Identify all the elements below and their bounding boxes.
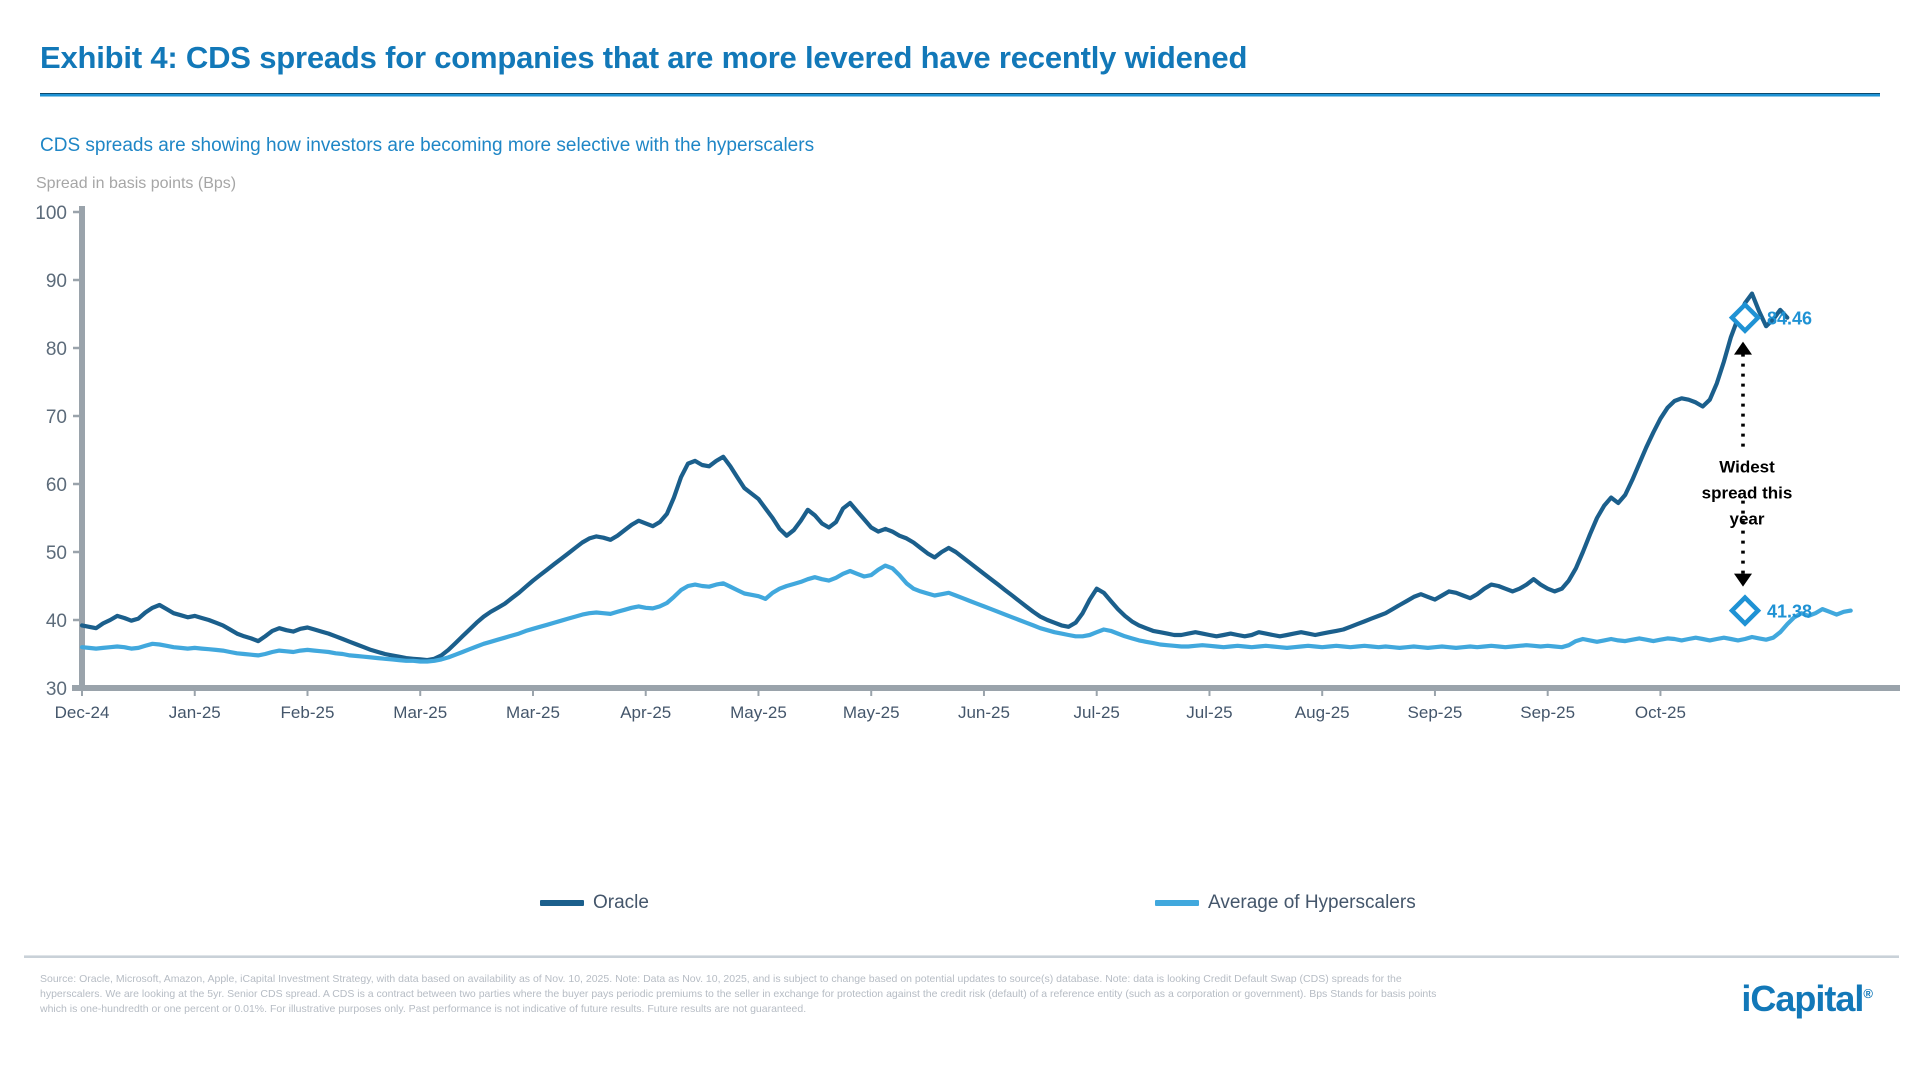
annotation-label-widest-spread: spread this — [1702, 484, 1793, 503]
chart-area: 30 40 50 60 70 80 90 100 Dec-24 Jan-25 Feb-25 Mar-2… — [0, 200, 1920, 880]
legend-label-oracle: Oracle — [593, 892, 649, 913]
y-axis-tick: 40 — [46, 611, 67, 632]
y-axis-tick: 60 — [46, 475, 67, 496]
icapital-logo: iCapital® — [1741, 978, 1873, 1019]
annotation-arrowhead — [1734, 341, 1752, 355]
page-title: Exhibit 4: CDS spreads for companies tha… — [40, 40, 1248, 75]
annotation-label-widest-spread: Widest — [1719, 458, 1775, 477]
source-note: Source: Oracle, Microsoft, Amazon, Apple… — [40, 973, 1437, 1016]
series-line-oracle — [79, 291, 1790, 663]
x-axis-tick: Mar-25 — [506, 703, 560, 722]
legend-swatch-oracle — [540, 900, 584, 906]
end-marker-hyperscalers — [1728, 594, 1762, 627]
y-axis-tick: 90 — [46, 271, 67, 292]
y-axis-tick: 100 — [35, 203, 67, 224]
x-axis-tick: Aug-25 — [1295, 703, 1350, 722]
y-axis-unit-label: Spread in basis points (Bps) — [36, 175, 237, 192]
legend-swatch-hyperscalers — [1155, 900, 1199, 906]
x-axis-tick: Apr-25 — [620, 703, 671, 722]
y-axis-tick: 30 — [46, 679, 67, 700]
y-axis-tick: 70 — [46, 407, 67, 428]
title-divider — [40, 93, 1880, 97]
x-axis-tick: Mar-25 — [393, 703, 447, 722]
end-value-label-oracle: 84.46 — [1767, 309, 1812, 329]
annotation-arrowhead — [1734, 573, 1752, 587]
legend-item-oracle[interactable]: Oracle — [540, 892, 649, 914]
end-value-label-hyperscalers: 41.38 — [1767, 602, 1812, 622]
x-axis-tick: Oct-25 — [1635, 703, 1686, 722]
x-axis-tick: May-25 — [843, 703, 900, 722]
logo-text: iCapital — [1741, 978, 1864, 1019]
x-axis-tick: Feb-25 — [281, 703, 335, 722]
x-axis-tick: Jul-25 — [1186, 703, 1232, 722]
page-subtitle: CDS spreads are showing how investors ar… — [40, 135, 815, 156]
chart-legend: Oracle Average of Hyperscalers — [0, 890, 1920, 930]
x-axis-tick: Sep-25 — [1520, 703, 1575, 722]
y-axis-tick: 80 — [46, 339, 67, 360]
legend-item-hyperscalers[interactable]: Average of Hyperscalers — [1155, 892, 1416, 914]
y-axis-tick: 50 — [46, 543, 67, 564]
legend-label-hyperscalers: Average of Hyperscalers — [1208, 892, 1416, 913]
x-axis-tick: Jul-25 — [1074, 703, 1120, 722]
end-marker-oracle — [1728, 301, 1762, 334]
x-axis-tick: Jun-25 — [958, 703, 1010, 722]
cds-spread-line-chart: 30 40 50 60 70 80 90 100 Dec-24 Jan-25 Feb-25 Mar-2… — [35, 203, 1900, 722]
footer-divider — [24, 955, 1899, 958]
x-axis-tick: Dec-24 — [55, 703, 110, 722]
x-axis-tick: May-25 — [730, 703, 787, 722]
series-line-hyperscalers — [79, 563, 1853, 664]
x-axis-tick: Jan-25 — [169, 703, 221, 722]
annotation-label-widest-spread: year — [1730, 510, 1765, 529]
x-axis-tick: Sep-25 — [1408, 703, 1463, 722]
